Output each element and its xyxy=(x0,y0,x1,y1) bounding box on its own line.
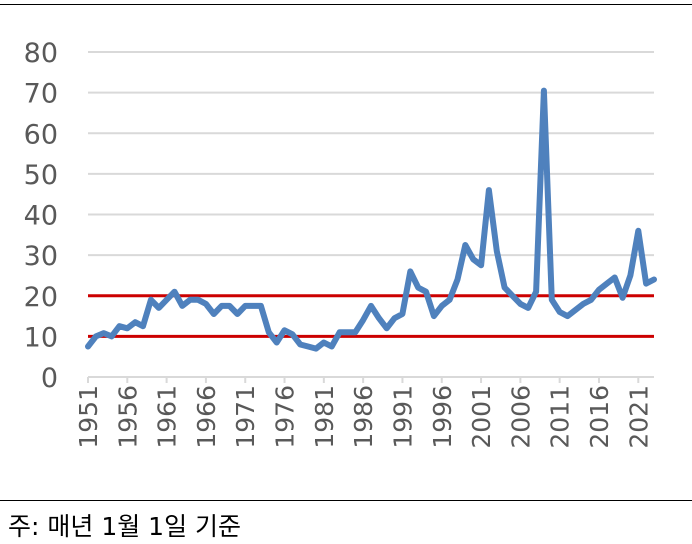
x-tick-label: 1981 xyxy=(310,385,339,449)
y-tick-label: 80 xyxy=(24,38,58,69)
y-tick-label: 70 xyxy=(24,79,58,110)
y-tick-label: 50 xyxy=(24,160,58,191)
x-tick-label: 2006 xyxy=(506,385,535,449)
footnote: 주: 매년 1월 1일 기준 xyxy=(8,512,242,541)
y-tick-label: 40 xyxy=(24,201,58,232)
x-tick-label: 1976 xyxy=(271,385,300,449)
x-tick-label: 1966 xyxy=(192,385,221,449)
series-layer xyxy=(85,87,657,352)
y-tick-label: 30 xyxy=(24,241,58,272)
reference-lines xyxy=(88,294,654,338)
y-tick-label: 20 xyxy=(24,282,58,313)
x-tick-label: 1991 xyxy=(388,385,417,449)
x-tick-label: 2001 xyxy=(467,385,496,449)
y-tick-label: 0 xyxy=(41,363,58,394)
x-tick-label: 1986 xyxy=(349,385,378,449)
top-border xyxy=(0,4,692,5)
series-line xyxy=(85,87,657,352)
bottom-border xyxy=(0,500,692,501)
x-tick-label: 1996 xyxy=(428,385,457,449)
x-tick-label: 2011 xyxy=(546,385,575,449)
x-tick-label: 2016 xyxy=(585,385,614,449)
x-tick-label: 1951 xyxy=(74,385,103,449)
y-tick-label: 10 xyxy=(24,322,58,353)
x-tick-label: 1956 xyxy=(113,385,142,449)
y-axis-tick-labels: 0 10 20 30 40 50 60 70 80 xyxy=(24,38,58,394)
x-tick-label: 1961 xyxy=(153,385,182,449)
y-tick-label: 60 xyxy=(24,119,58,150)
x-tick-label: 1971 xyxy=(231,385,260,449)
x-tick-label: 2021 xyxy=(624,385,653,449)
x-axis: 1951 1956 1961 1966 1971 1976 1981 1986 1991 1996… xyxy=(74,376,654,449)
